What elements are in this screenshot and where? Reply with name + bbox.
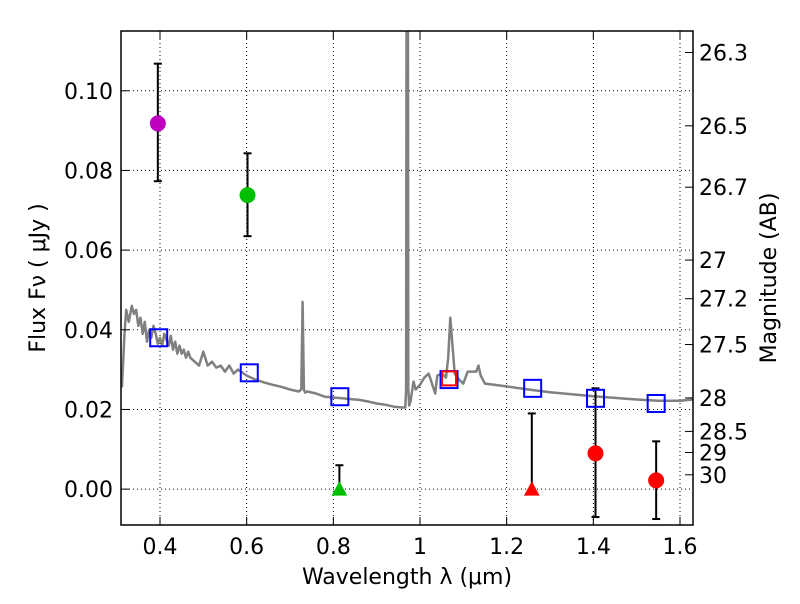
right-tick-label: 26.3 — [699, 42, 748, 67]
measurement-point — [648, 472, 665, 489]
y-axis-title: Flux Fν ( μJy ) — [26, 203, 51, 352]
model-point-square — [149, 328, 169, 348]
y-tick-label: 0.02 — [64, 398, 113, 423]
right-tick-label: 28 — [699, 387, 727, 412]
plot-frame — [120, 30, 694, 526]
y-axis-left: 0.00 0.02 0.04 0.06 0.08 0.10 — [64, 80, 129, 503]
x-tick-label: 1.2 — [489, 535, 524, 560]
model-point-square — [330, 387, 350, 407]
model-point-square — [523, 378, 543, 398]
right-tick-label: 28.5 — [699, 420, 748, 445]
x-tick-label: 0.4 — [143, 535, 178, 560]
measurement-point — [239, 187, 256, 204]
x-axis-title: Wavelength λ (μm) — [302, 565, 512, 590]
grid-lines — [121, 31, 693, 525]
plot-area — [121, 31, 693, 521]
right-tick-label: 26.7 — [699, 176, 748, 201]
x-axis: 0.4 0.6 0.8 1 1.2 1.4 1.6 — [143, 31, 698, 560]
right-tick-label: 27.2 — [699, 288, 748, 313]
y-tick-label: 0.00 — [64, 478, 113, 503]
limit-point-triangle — [331, 481, 348, 496]
y-tick-label: 0.06 — [64, 239, 113, 264]
model-point-red-square — [441, 370, 458, 387]
spectrum-line — [121, 31, 693, 409]
x-tick-label: 1.4 — [576, 535, 611, 560]
measurement-point — [149, 115, 166, 132]
x-tick-label: 0.8 — [316, 535, 351, 560]
x-tick-label: 1.6 — [663, 535, 698, 560]
right-tick-label: 26.5 — [699, 115, 748, 140]
y-tick-label: 0.08 — [64, 159, 113, 184]
right-tick-label: 27.5 — [699, 334, 748, 359]
right-tick-label: 29 — [699, 441, 727, 466]
y-tick-label: 0.04 — [64, 319, 113, 344]
model-point-square — [586, 388, 605, 408]
measurement-point — [587, 445, 604, 462]
y-tick-label: 0.10 — [64, 80, 113, 105]
right-tick-label: 30 — [699, 464, 727, 489]
x-tick-label: 0.6 — [229, 535, 264, 560]
x-tick-label: 1 — [413, 535, 427, 560]
y-axis-title-right: Magnitude (AB) — [757, 193, 782, 364]
model-point-square — [646, 393, 666, 413]
limit-point-triangle — [523, 481, 540, 496]
right-tick-label: 27 — [699, 249, 727, 274]
model-point-square — [239, 363, 259, 383]
